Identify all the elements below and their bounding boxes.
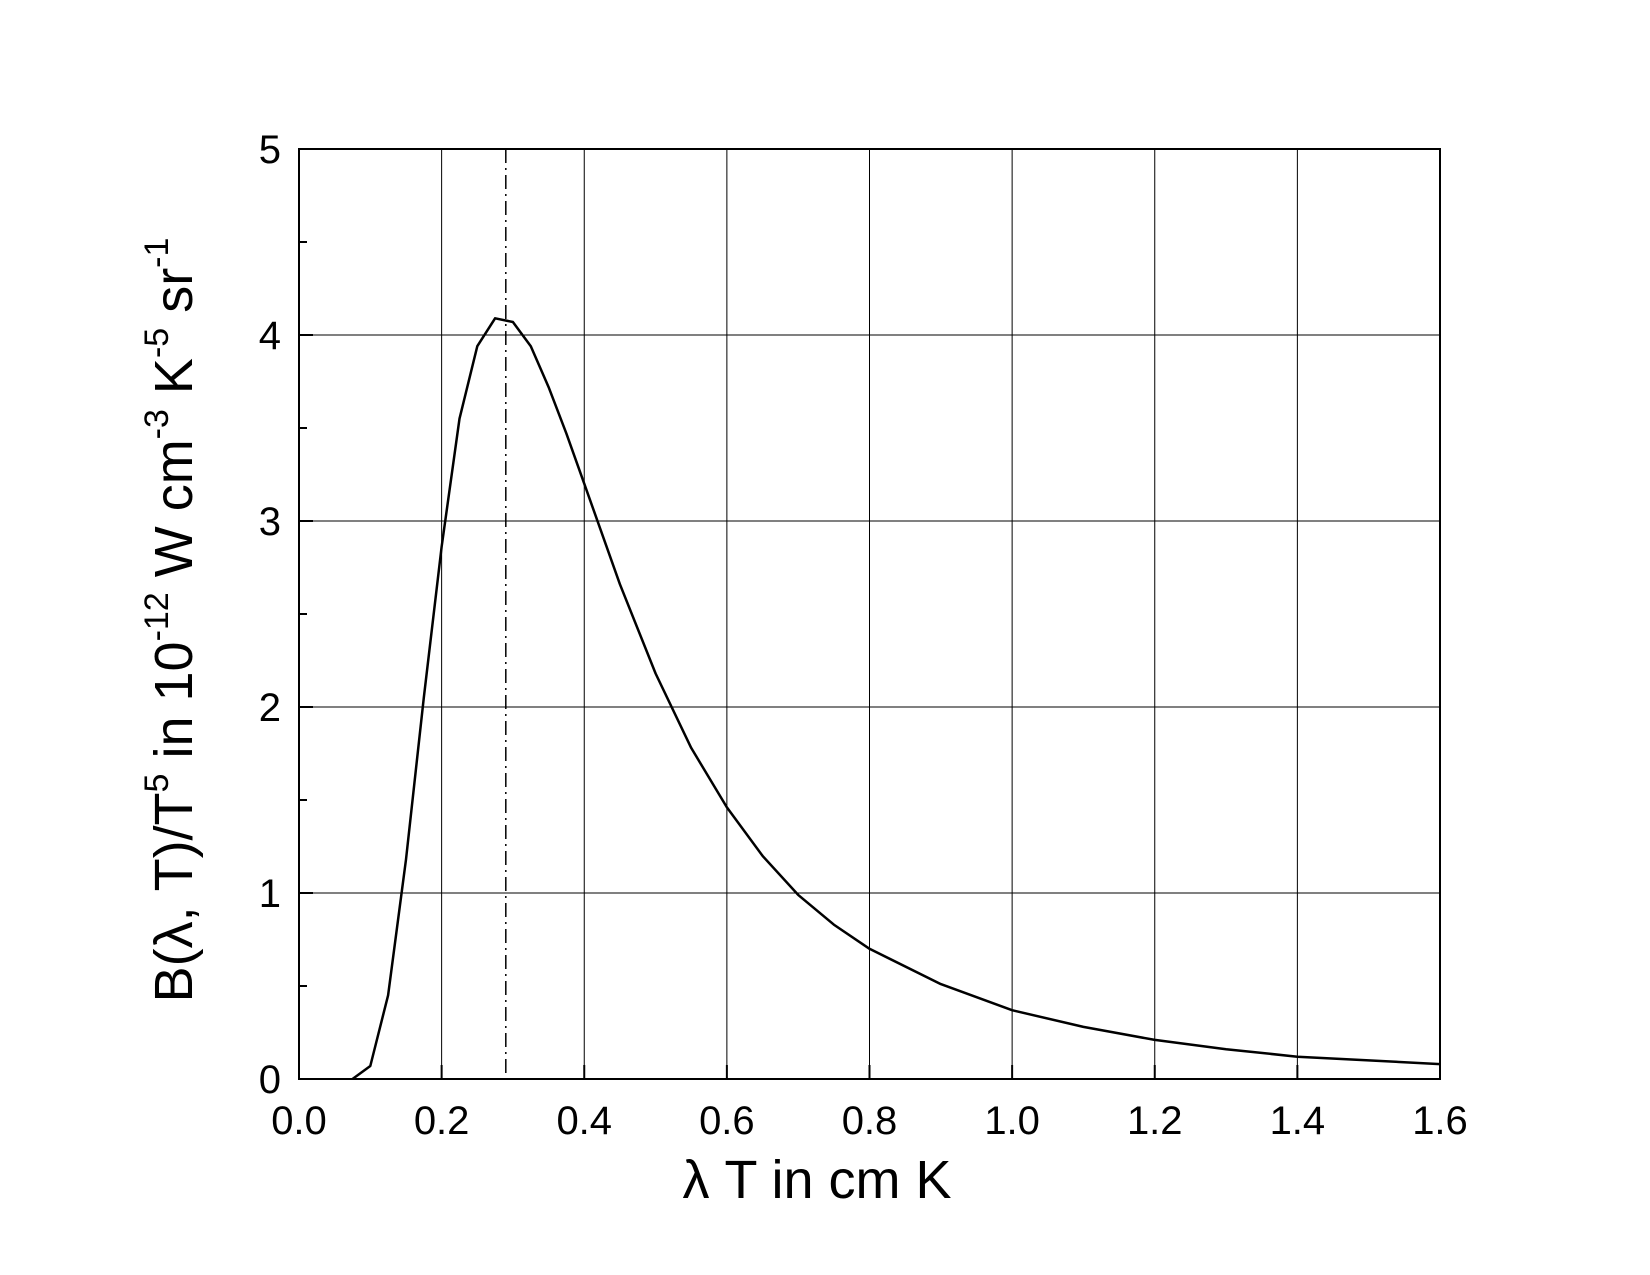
y-axis-title-sup-2: -12 (138, 592, 176, 641)
grid-lines (299, 149, 1440, 1079)
y-axis-title-mid-1: in 10 (144, 641, 204, 773)
x-tick-label: 0.6 (699, 1099, 755, 1143)
y-tick-label: 2 (259, 686, 281, 730)
x-tick-labels: 0.0 0.2 0.4 0.6 0.8 1.0 1.2 1.4 1.6 (271, 1099, 1468, 1143)
series-line (351, 317, 1441, 1081)
y-axis-title-sup-3: -3 (138, 409, 176, 439)
x-tick-label: 1.2 (1127, 1099, 1183, 1143)
y-axis-title-sup-5: -1 (138, 238, 176, 268)
y-tick-label: 3 (259, 500, 281, 544)
y-tick-label: 4 (259, 314, 281, 358)
tick-marks (298, 148, 1441, 1080)
x-tick-label: 1.6 (1412, 1099, 1468, 1143)
y-tick-label: 0 (259, 1058, 281, 1102)
x-tick-label: 0.8 (842, 1099, 898, 1143)
x-tick-label: 1.4 (1270, 1099, 1326, 1143)
series-group (351, 317, 1441, 1081)
x-axis-title: λ T in cm K (682, 1150, 951, 1210)
x-tick-label: 0.4 (556, 1099, 612, 1143)
y-axis-title-sup-1: 5 (138, 774, 176, 793)
y-axis-title-base: B(λ, T)/T (144, 792, 204, 1002)
y-axis-title-mid-4: sr (144, 268, 204, 328)
y-tick-label: 1 (259, 872, 281, 916)
y-axis-title: B(λ, T)/T5 in 10-12 W cm-3 K-5 sr-1 (138, 238, 204, 1003)
y-tick-labels: 0 1 2 3 4 5 (259, 128, 281, 1102)
x-tick-label: 0.0 (271, 1099, 327, 1143)
x-tick-label: 1.0 (984, 1099, 1040, 1143)
y-axis-title-mid-3: K (144, 358, 204, 409)
y-axis-title-sup-4: -5 (138, 328, 176, 358)
y-axis-title-mid-2: W cm (144, 439, 204, 592)
y-tick-label: 5 (259, 128, 281, 172)
x-tick-label: 0.2 (414, 1099, 470, 1143)
